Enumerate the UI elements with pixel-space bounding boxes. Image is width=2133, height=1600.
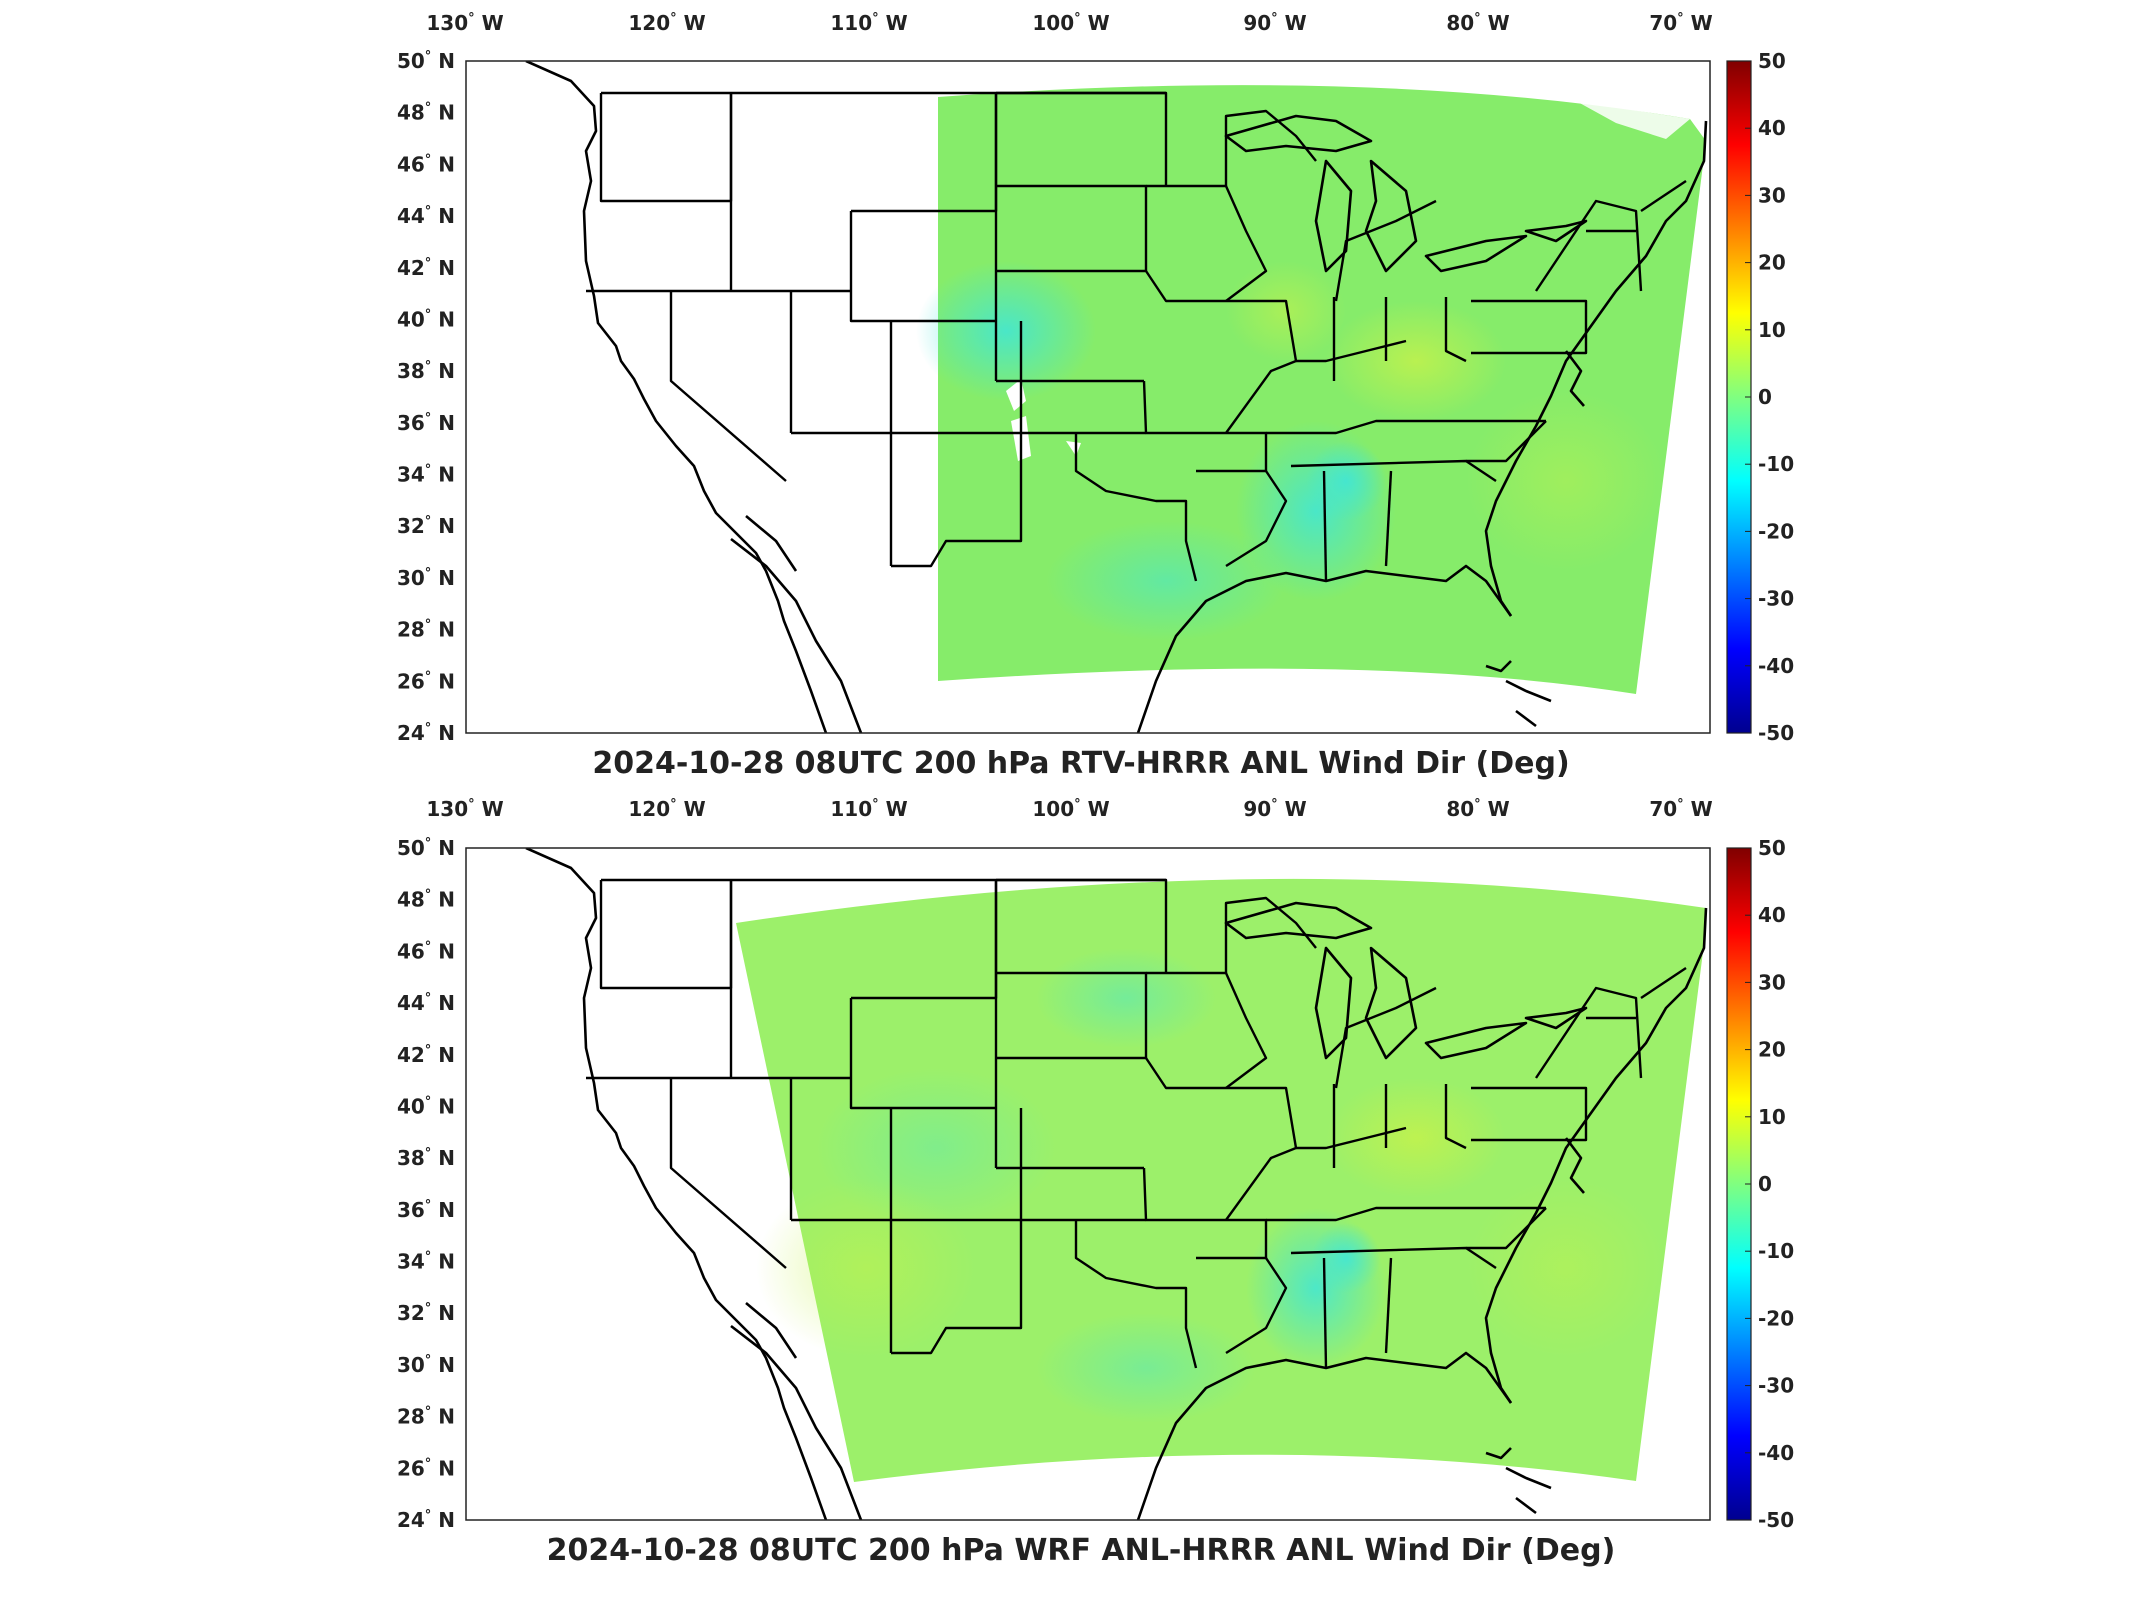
colorbar-tick-label: 30 bbox=[1758, 183, 1786, 207]
lon-axis-bottom: 130° W 120° W 110° W 100° W 90° W 80° W … bbox=[426, 797, 1712, 821]
panel-title-bottom: 2024-10-28 08UTC 200 hPa WRF ANL-HRRR AN… bbox=[547, 1533, 1616, 1568]
lat-label: 26° N bbox=[397, 1456, 455, 1480]
model-domain-bottom bbox=[736, 878, 1706, 1482]
lat-label: 24° N bbox=[397, 721, 455, 745]
lat-axis-bottom: 50° N 48° N 46° N 44° N 42° N 40° N 38° N 36° N… bbox=[397, 836, 455, 1532]
lat-label: 32° N bbox=[397, 1301, 455, 1325]
lon-label: 90° W bbox=[1243, 797, 1306, 821]
lat-label: 50° N bbox=[397, 836, 455, 860]
lon-axis-top: 130° W 120° W 110° W 100° W 90° W 80° W … bbox=[426, 11, 1712, 35]
colorbar-tick-label: 50 bbox=[1758, 836, 1786, 860]
wind-dir-field-top bbox=[524, 61, 1708, 733]
colorbar-ticks-top: 50 40 30 20 10 0 -10 -20 -30 -40 -50 bbox=[1745, 49, 1794, 745]
lat-label: 44° N bbox=[397, 204, 455, 228]
lat-label: 34° N bbox=[397, 1250, 455, 1274]
lat-label: 46° N bbox=[397, 152, 455, 176]
lat-label: 34° N bbox=[397, 463, 455, 487]
colorbar-tick-label: -40 bbox=[1758, 1441, 1794, 1465]
lat-label: 50° N bbox=[397, 49, 455, 73]
lon-label: 110° W bbox=[830, 797, 907, 821]
lat-label: 28° N bbox=[397, 1405, 455, 1429]
colorbar-tick-label: 0 bbox=[1758, 385, 1772, 409]
colorbar-tick-label: -30 bbox=[1758, 587, 1794, 611]
lat-label: 40° N bbox=[397, 1094, 455, 1118]
colorbar-tick-label: 20 bbox=[1758, 251, 1786, 275]
lat-label: 42° N bbox=[397, 1043, 455, 1067]
lat-label: 30° N bbox=[397, 566, 455, 590]
lat-label: 38° N bbox=[397, 1146, 455, 1170]
colorbar-tick-label: -20 bbox=[1758, 1306, 1794, 1330]
lon-label: 70° W bbox=[1649, 797, 1712, 821]
colorbar-tick-label: 30 bbox=[1758, 970, 1786, 994]
colorbar-tick-label: -50 bbox=[1758, 721, 1794, 745]
lon-label: 70° W bbox=[1649, 11, 1712, 35]
lat-label: 26° N bbox=[397, 669, 455, 693]
lat-label: 40° N bbox=[397, 307, 455, 331]
colorbar-tick-label: -30 bbox=[1758, 1374, 1794, 1398]
colorbar-ticks-bottom: 50 40 30 20 10 0 -10 -20 -30 -40 -50 bbox=[1745, 836, 1794, 1532]
lat-label: 48° N bbox=[397, 888, 455, 912]
lon-label: 100° W bbox=[1032, 797, 1109, 821]
colorbar-tick-label: -40 bbox=[1758, 654, 1794, 678]
colorbar-tick-label: -10 bbox=[1758, 452, 1794, 476]
lon-label: 100° W bbox=[1032, 11, 1109, 35]
panel-top: 130° W 120° W 110° W 100° W 90° W 80° W … bbox=[397, 11, 1794, 781]
colorbar-tick-label: -10 bbox=[1758, 1239, 1794, 1263]
panel-bottom: 130° W 120° W 110° W 100° W 90° W 80° W … bbox=[397, 797, 1794, 1568]
colorbar-tick-label: 0 bbox=[1758, 1172, 1772, 1196]
lat-label: 38° N bbox=[397, 359, 455, 383]
lat-label: 36° N bbox=[397, 411, 455, 435]
colorbar-tick-label: 40 bbox=[1758, 116, 1786, 140]
lat-label: 24° N bbox=[397, 1508, 455, 1532]
lat-label: 32° N bbox=[397, 514, 455, 538]
wind-dir-field-bottom bbox=[524, 848, 1708, 1520]
lon-label: 130° W bbox=[426, 797, 503, 821]
colorbar-tick-label: 10 bbox=[1758, 1105, 1786, 1129]
lat-label: 44° N bbox=[397, 991, 455, 1015]
lat-label: 48° N bbox=[397, 101, 455, 125]
lon-label: 80° W bbox=[1446, 797, 1509, 821]
panel-title-top: 2024-10-28 08UTC 200 hPa RTV-HRRR ANL Wi… bbox=[592, 746, 1569, 781]
lat-axis-top: 50° N 48° N 46° N 44° N 42° N 40° N 38° N 36° N… bbox=[397, 49, 455, 745]
lat-label: 46° N bbox=[397, 939, 455, 963]
plot-frame-bottom bbox=[465, 847, 1711, 1521]
lon-label: 120° W bbox=[628, 797, 705, 821]
lat-label: 42° N bbox=[397, 256, 455, 280]
lon-label: 90° W bbox=[1243, 11, 1306, 35]
plot-frame-top bbox=[465, 60, 1711, 734]
colorbar-tick-label: -20 bbox=[1758, 519, 1794, 543]
lat-label: 30° N bbox=[397, 1353, 455, 1377]
colorbar-tick-label: -50 bbox=[1758, 1508, 1794, 1532]
lon-label: 130° W bbox=[426, 11, 503, 35]
colorbar-tick-label: 40 bbox=[1758, 903, 1786, 927]
colorbar-tick-label: 50 bbox=[1758, 49, 1786, 73]
lat-label: 28° N bbox=[397, 618, 455, 642]
lon-label: 80° W bbox=[1446, 11, 1509, 35]
colorbar-tick-label: 20 bbox=[1758, 1038, 1786, 1062]
lon-label: 120° W bbox=[628, 11, 705, 35]
colorbar-tick-label: 10 bbox=[1758, 318, 1786, 342]
lon-label: 110° W bbox=[830, 11, 907, 35]
lat-label: 36° N bbox=[397, 1198, 455, 1222]
